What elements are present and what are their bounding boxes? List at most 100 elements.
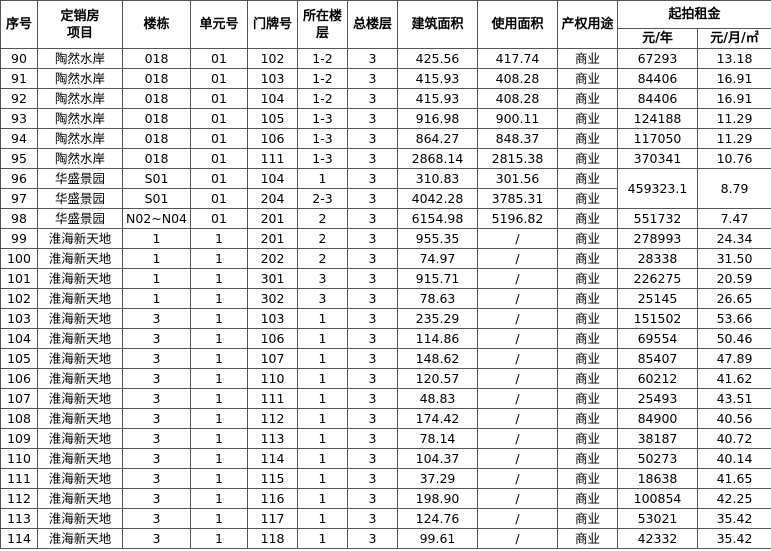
table-cell: 3 [347,148,398,169]
table-cell: 3 [347,288,398,309]
table-cell: 商业 [557,468,618,489]
table-cell: 淮海新天地 [37,428,123,449]
table-cell: / [477,388,558,409]
table-cell: 018 [122,148,191,169]
table-cell: 48.83 [397,388,478,409]
table-row: 111 淮海新天地 3 1 115 1 3 37.29/商业 18638 41.65 [0,468,771,489]
table-cell: 商业 [557,248,618,269]
table-cell: 1 [190,388,248,409]
table-cell: 114.86 [397,328,478,349]
table-cell: 103 [247,68,298,89]
table-cell: 3 [297,268,348,289]
table-cell: 104 [247,88,298,109]
table-cell: 151502 [617,308,698,329]
table-cell: 60212 [617,368,698,389]
header-text: 产权用途 [561,17,614,32]
table-cell: 3 [347,168,398,189]
table-cell: 1 [297,488,348,509]
table-cell: 商业 [557,68,618,89]
table-cell: 111 [247,388,298,409]
header-text: 门牌号 [252,17,292,32]
header-text: 项目 [66,25,93,41]
table-cell: 95 [0,148,38,169]
table-cell: 106 [0,368,38,389]
table-cell: 018 [122,88,191,109]
table-cell: / [477,268,558,289]
table-cell: N02~N04 [122,208,191,229]
table-cell: 174.42 [397,408,478,429]
table-cell: 25145 [617,288,698,309]
table-cell: 商业 [557,108,618,129]
header-text: 层 [315,25,329,41]
table-cell: 3 [347,208,398,229]
table-cell: 99 [0,228,38,249]
header-sub: 元/年 [617,28,698,49]
table-cell: 商业 [557,488,618,509]
table-cell: 459323.1 [617,168,698,209]
table-cell: 110 [0,448,38,469]
table-cell: 114 [0,528,38,549]
table-cell: / [477,348,558,369]
table-cell: 370341 [617,148,698,169]
table-row: 96 华盛景园 S01 01 104 1 3 310.83 301.56 商业 459323.1 8.… [0,168,771,209]
table-cell: 93 [0,108,38,129]
table-cell: 3 [347,408,398,429]
table-cell: 3 [347,508,398,529]
table-cell: 商业 [557,228,618,249]
table-cell: 78.14 [397,428,478,449]
table-cell: 3 [122,488,191,509]
table-cell: / [477,488,558,509]
header-text: 序号 [5,17,32,32]
table-row: 92 陶然水岸 018 01 104 1-2 3 415.93 408.28 商业 84406 16.… [0,88,771,109]
table-cell: 111 [0,468,38,489]
header-cell: 楼栋 [122,0,191,49]
table-cell: 110 [247,368,298,389]
table-cell: 华盛景园 [37,188,123,209]
table-cell: 1 [122,228,191,249]
header-row: 序号 定销房 项目 楼栋 单元号 门牌号 所在楼层总楼层 建筑面积 使用面积 产权用途 起拍租金 [0,0,771,49]
table-cell: 16.91 [696,88,771,109]
table-cell: 2815.38 [477,148,558,169]
table-row: 90 陶然水岸 018 01 102 1-2 3 425.56 417.74 商业 67293 13.… [0,48,771,69]
table-cell: 78.63 [397,288,478,309]
table-cell: 955.35 [397,228,478,249]
table-row: 110 淮海新天地 3 1 114 1 3 104.37/商业 50273 40.14 [0,448,771,469]
table-cell: 104.37 [397,448,478,469]
table-cell: 商业 [557,508,618,529]
table-cell: 1-3 [297,148,348,169]
table-cell: 陶然水岸 [37,128,123,149]
table-cell: 124.76 [397,508,478,529]
table-cell: 1 [297,388,348,409]
table-cell: / [477,248,558,269]
table-cell: 16.91 [696,68,771,89]
table-cell: 淮海新天地 [37,468,123,489]
table-row: 101 淮海新天地 1 1 301 3 3 915.71/商业 226275 20.59 [0,268,771,289]
table-cell: 47.89 [696,348,771,369]
table-cell: 淮海新天地 [37,288,123,309]
header-text: 总楼层 [352,17,392,32]
table-cell: 301.56 [477,168,558,189]
table-cell: 淮海新天地 [37,308,123,329]
table-cell: 01 [190,168,248,189]
table-cell: 124188 [617,108,698,129]
table-cell: 117 [247,508,298,529]
table-cell: 3 [347,188,398,209]
table-cell: 01 [190,68,248,89]
header-text: 使用面积 [491,17,544,32]
table-cell: 50.46 [696,328,771,349]
table-cell: 101 [0,268,38,289]
table-cell: 2-3 [297,188,348,209]
table-cell: / [477,528,558,549]
table-cell: 陶然水岸 [37,148,123,169]
table-cell: 3 [347,268,398,289]
table-cell: 67293 [617,48,698,69]
table-cell: 陶然水岸 [37,48,123,69]
table-cell: 3 [122,448,191,469]
table-row: 93 陶然水岸 018 01 105 1-3 3 916.98 900.11 商业 124188 11… [0,108,771,129]
table-cell: / [477,228,558,249]
table-cell: 104 [0,328,38,349]
table-cell: 3 [122,508,191,529]
table-row: 103 淮海新天地 3 1 103 1 3 235.29/商业 151502 53.66 [0,308,771,329]
table-cell: 278993 [617,228,698,249]
